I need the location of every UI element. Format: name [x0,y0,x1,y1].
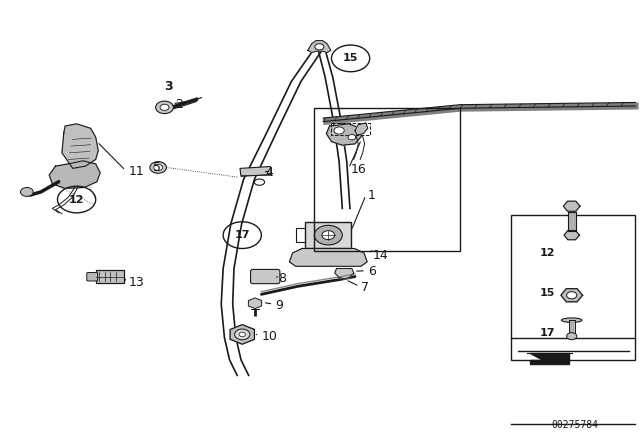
Circle shape [334,127,344,134]
Polygon shape [62,124,99,168]
Text: 2: 2 [175,98,182,111]
Circle shape [566,332,577,340]
Text: 11: 11 [129,165,145,178]
Circle shape [566,292,577,299]
Text: 8: 8 [278,272,287,285]
Polygon shape [531,360,568,364]
Circle shape [160,104,169,111]
Polygon shape [308,41,331,52]
Polygon shape [564,231,579,240]
FancyBboxPatch shape [87,272,98,281]
Polygon shape [49,161,100,188]
Polygon shape [326,124,362,145]
Text: 15: 15 [540,288,556,298]
Text: 16: 16 [351,163,366,176]
Polygon shape [531,353,568,360]
FancyBboxPatch shape [250,269,280,284]
Circle shape [348,134,356,140]
Text: 5: 5 [153,160,161,173]
Polygon shape [335,268,354,279]
Text: 00275784: 00275784 [552,420,598,430]
Circle shape [315,44,324,50]
Text: 12: 12 [540,248,556,258]
Circle shape [235,329,250,340]
Circle shape [239,332,246,336]
Text: 15: 15 [343,53,358,63]
Text: 13: 13 [129,276,145,289]
Text: 14: 14 [372,249,388,262]
Text: 7: 7 [362,281,369,294]
Text: 3: 3 [164,80,173,93]
Text: 12: 12 [69,194,84,205]
Polygon shape [230,325,254,344]
Bar [511,215,636,360]
Circle shape [314,225,342,245]
Text: 9: 9 [275,298,284,311]
FancyBboxPatch shape [96,270,124,283]
Circle shape [322,231,335,240]
Ellipse shape [561,318,582,323]
Polygon shape [563,201,580,211]
Bar [314,108,460,251]
Bar [240,167,271,177]
Bar [305,222,351,249]
Text: 1: 1 [368,189,376,202]
Circle shape [20,188,33,196]
Polygon shape [289,249,367,266]
Text: 10: 10 [261,330,277,343]
Polygon shape [561,289,582,302]
Circle shape [154,164,163,171]
Text: 17: 17 [540,328,556,338]
Polygon shape [355,123,368,135]
Text: 4: 4 [266,166,274,179]
Text: 6: 6 [368,265,376,278]
Circle shape [150,162,166,173]
Circle shape [156,101,173,114]
Text: 17: 17 [234,230,250,240]
